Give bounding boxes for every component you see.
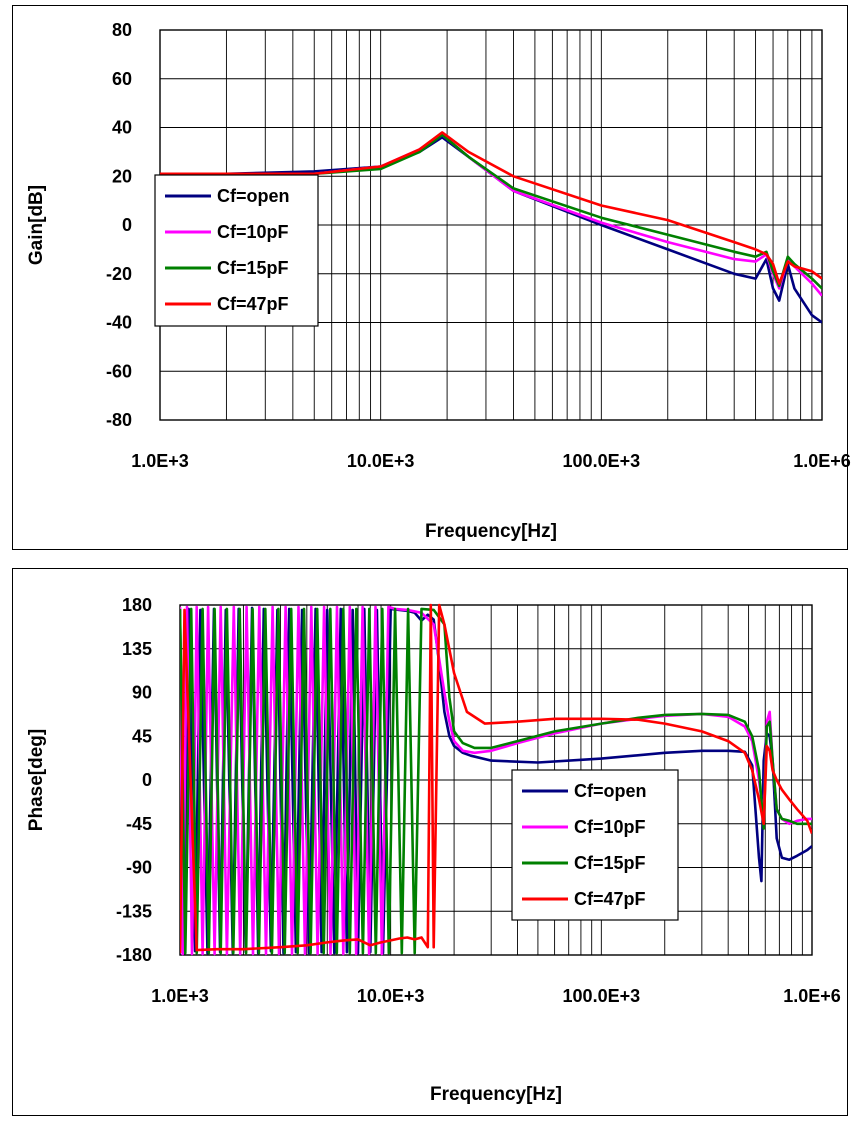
- phase-y-tick-label: 180: [122, 595, 152, 615]
- gain-legend: Cf=open Cf=10pF Cf=15pF Cf=47pF: [154, 174, 319, 327]
- phase-series-group: [180, 603, 812, 956]
- phase-x-tick-label: 1.0E+6: [783, 986, 841, 1006]
- phase-legend-box: [511, 769, 679, 921]
- phase-legend-label: Cf=open: [574, 781, 647, 801]
- gain-y-axis-title: Gain[dB]: [26, 185, 47, 265]
- gain-legend-label: Cf=47pF: [217, 294, 289, 314]
- phase-x-tick-label: 10.0E+3: [357, 986, 425, 1006]
- gain-y-tick-label: 60: [112, 69, 132, 89]
- phase-y-tick-label: 0: [142, 770, 152, 790]
- gain-legend-label: Cf=10pF: [217, 222, 289, 242]
- gain-legend-label: Cf=15pF: [217, 258, 289, 278]
- phase-chart: 180 135 90 45 0 -45 -90 -135 -180 1.0E+3 10.0E+3 10…: [26, 595, 841, 1105]
- gain-x-tick-label: 1.0E+6: [793, 451, 851, 471]
- phase-x-tick-label: 100.0E+3: [563, 986, 641, 1006]
- gain-series-cf-47pf: [160, 131, 822, 285]
- phase-legend-label: Cf=15pF: [574, 853, 646, 873]
- phase-series-cf-15pf: [180, 607, 812, 955]
- phase-legend: Cf=open Cf=10pF Cf=15pF Cf=47pF: [511, 769, 679, 921]
- phase-y-tick-label: 90: [132, 683, 152, 703]
- phase-series-cf-47pf: [180, 603, 812, 954]
- phase-y-tick-label: -45: [126, 814, 152, 834]
- phase-legend-label: Cf=47pF: [574, 889, 646, 909]
- gain-legend-label: Cf=open: [217, 186, 290, 206]
- gain-y-tick-label: -20: [106, 264, 132, 284]
- phase-x-tick-label: 1.0E+3: [151, 986, 209, 1006]
- phase-y-tick-label: 45: [132, 726, 152, 746]
- gain-y-tick-label: -60: [106, 361, 132, 381]
- phase-axes-frame: [179, 604, 813, 956]
- gain-series-group: [160, 131, 822, 324]
- gain-y-tick-label: 80: [112, 20, 132, 40]
- phase-y-axis-title: Phase[deg]: [26, 729, 47, 831]
- phase-y-tick-label: -180: [116, 945, 152, 965]
- phase-legend-label: Cf=10pF: [574, 817, 646, 837]
- gain-legend-box: [154, 174, 319, 327]
- gain-x-tick-label: 1.0E+3: [131, 451, 189, 471]
- gain-y-tick-label: 20: [112, 166, 132, 186]
- gain-y-tick-label: -80: [106, 410, 132, 430]
- phase-x-axis-title: Frequency[Hz]: [430, 1084, 562, 1105]
- gain-x-tick-label: 10.0E+3: [347, 451, 415, 471]
- gain-y-tick-label: -40: [106, 313, 132, 333]
- gain-y-tick-label: 0: [122, 215, 132, 235]
- phase-y-tick-label: -90: [126, 858, 152, 878]
- phase-y-tick-label: 135: [122, 639, 152, 659]
- gain-y-tick-label: 40: [112, 118, 132, 138]
- gain-series-cf-15pf: [160, 133, 822, 290]
- gain-x-tick-label: 100.0E+3: [563, 451, 641, 471]
- gain-x-axis-title: Frequency[Hz]: [425, 521, 557, 542]
- gain-chart: 80 60 40 20 0 -20 -40 -60 -80 1.0E+3 10.0E+3 100.0E…: [26, 20, 851, 542]
- phase-y-tick-label: -135: [116, 901, 152, 921]
